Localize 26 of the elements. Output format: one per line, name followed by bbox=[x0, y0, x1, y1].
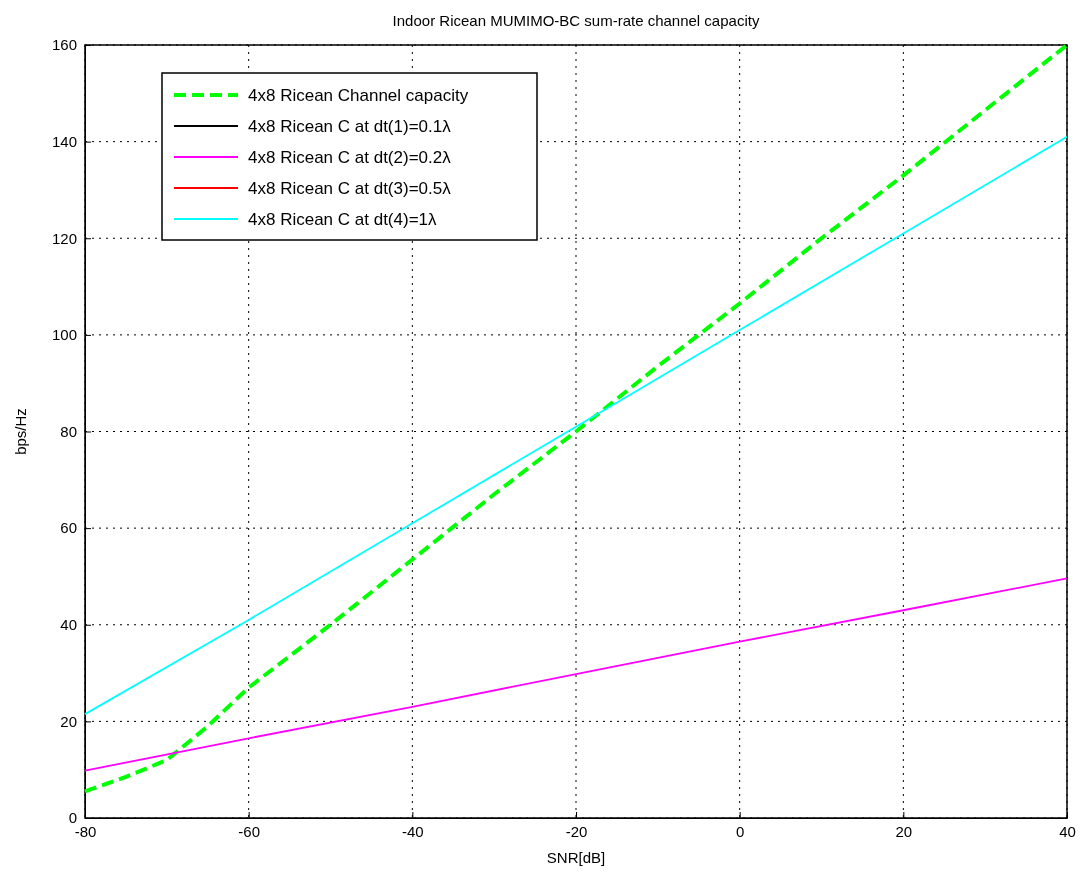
legend-label: 4x8 Ricean C at dt(3)=0.5λ bbox=[248, 179, 452, 198]
y-tick-label: 160 bbox=[51, 36, 77, 54]
y-tick-label: 0 bbox=[68, 809, 77, 827]
x-tick-label: -60 bbox=[238, 822, 261, 840]
legend-label: 4x8 Ricean C at dt(4)=1λ bbox=[248, 210, 438, 229]
y-tick-label: 120 bbox=[51, 229, 77, 247]
line-series bbox=[84, 577, 1068, 772]
line-series bbox=[84, 135, 1068, 716]
x-tick-label: 0 bbox=[735, 822, 745, 840]
legend-label: 4x8 Ricean C at dt(2)=0.2λ bbox=[248, 148, 452, 167]
x-axis-title: SNR[dB] bbox=[546, 849, 606, 866]
chart-title: Indoor Ricean MUMIMO-BC sum-rate channel capacity bbox=[392, 12, 760, 29]
legend-label: 4x8 Ricean Channel capacity bbox=[248, 86, 469, 105]
x-tick-label: -40 bbox=[401, 822, 424, 840]
x-tick-label: -80 bbox=[74, 822, 97, 840]
y-tick-label: 100 bbox=[51, 326, 77, 344]
x-tick-label: 20 bbox=[895, 822, 913, 840]
y-tick-label: 140 bbox=[51, 132, 77, 150]
legend-label: 4x8 Ricean C at dt(1)=0.1λ bbox=[248, 117, 452, 136]
y-tick-label: 80 bbox=[60, 422, 77, 440]
x-tick-label: -20 bbox=[565, 822, 588, 840]
y-axis-title: bps/Hz bbox=[12, 408, 29, 455]
y-tick-label: 20 bbox=[60, 712, 77, 730]
y-tick-label: 40 bbox=[60, 616, 77, 634]
y-tick-label: 60 bbox=[60, 519, 77, 537]
x-tick-label: 40 bbox=[1059, 822, 1076, 840]
